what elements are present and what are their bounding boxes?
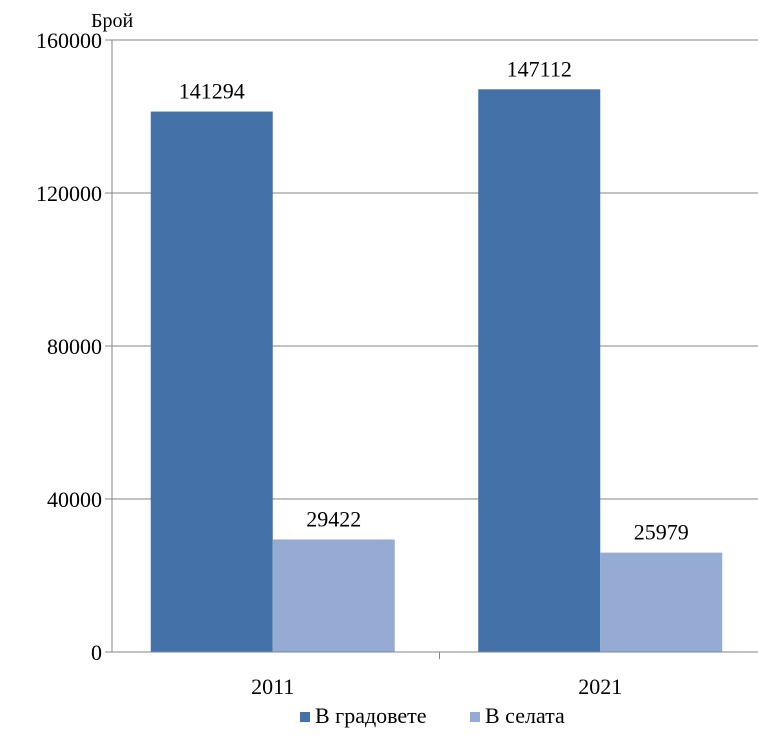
y-tick-label: 0 <box>91 640 102 665</box>
data-label: 25979 <box>634 520 689 545</box>
bar <box>600 552 723 652</box>
data-label: 141294 <box>179 79 245 104</box>
y-tick-label: 120000 <box>36 181 102 206</box>
legend-swatch <box>300 712 310 722</box>
y-axis-label: Брой <box>91 10 133 32</box>
x-tick-label: 2011 <box>251 674 294 699</box>
legend-swatch <box>470 712 480 722</box>
legend: В градовете В селата <box>300 703 565 728</box>
y-tick-label: 160000 <box>36 28 102 53</box>
labels: 0 40000 80000 120000 160000 141294 29422 2011 14… <box>36 28 689 699</box>
legend-label: В градовете <box>315 703 427 728</box>
bar <box>478 89 601 652</box>
x-tick-label: 2021 <box>578 674 622 699</box>
bars <box>150 89 723 652</box>
axes <box>105 39 758 659</box>
bar <box>272 539 395 652</box>
bar <box>150 111 273 652</box>
data-label: 147112 <box>507 56 572 81</box>
data-label: 29422 <box>306 506 361 531</box>
legend-label: В селата <box>485 703 565 728</box>
y-tick-label: 40000 <box>47 487 102 512</box>
y-tick-label: 80000 <box>47 334 102 359</box>
